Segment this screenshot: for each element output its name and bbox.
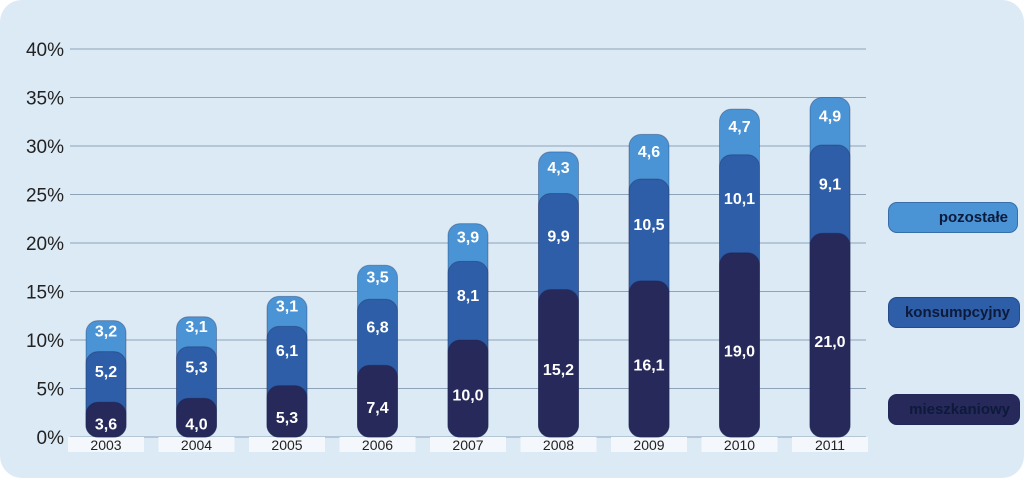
x-label-band xyxy=(430,437,506,452)
bar-segment-mieszkaniowy xyxy=(266,385,308,438)
x-label-band xyxy=(249,437,325,452)
legend-label-pozostale: pozostałe xyxy=(938,209,1008,226)
x-label-band xyxy=(68,437,144,452)
bar-segment-mieszkaniowy xyxy=(719,252,760,438)
legend-item-konsumpcyjny: konsumpcyjny xyxy=(888,297,1020,328)
data-label: 4,9 xyxy=(819,108,841,125)
data-label: 3,1 xyxy=(185,319,207,336)
bar-segment-mieszkaniowy xyxy=(538,289,579,438)
x-tick-label: 2008 xyxy=(543,437,574,453)
x-label-band xyxy=(701,437,778,452)
x-label-band xyxy=(792,437,868,452)
bar-segment-mieszkaniowy xyxy=(85,401,127,438)
x-tick-label: 2003 xyxy=(90,437,121,453)
data-label: 4,7 xyxy=(728,119,750,136)
data-label: 10,1 xyxy=(724,191,755,208)
data-label: 3,9 xyxy=(457,230,479,247)
data-label: 4,6 xyxy=(638,144,660,161)
data-label: 8,1 xyxy=(457,288,479,305)
data-label: 10,0 xyxy=(452,387,483,404)
bar-segment-mieszkaniowy xyxy=(447,339,489,438)
y-tick-label: 10% xyxy=(26,331,64,352)
data-label: 10,5 xyxy=(633,217,664,234)
x-tick-label: 2006 xyxy=(362,437,393,453)
x-tick-label: 2007 xyxy=(452,437,483,453)
y-tick-label: 5% xyxy=(37,380,65,401)
x-label-band xyxy=(339,437,416,452)
bar-segment-mieszkaniowy xyxy=(176,397,217,438)
legend-item-pozostale: pozostałe xyxy=(888,202,1018,233)
legend-item-mieszkaniowy: mieszkaniowy xyxy=(888,394,1020,425)
data-label: 3,2 xyxy=(95,323,117,340)
y-tick-label: 25% xyxy=(26,186,64,207)
data-label: 3,5 xyxy=(366,269,388,286)
data-label: 5,2 xyxy=(95,364,117,381)
bar-segment-mieszkaniowy xyxy=(809,232,851,438)
y-tick-label: 40% xyxy=(26,40,64,61)
x-tick-label: 2009 xyxy=(633,437,664,453)
bar-segment-mieszkaniowy xyxy=(628,280,670,438)
legend-label-konsumpcyjny: konsumpcyjny xyxy=(904,304,1010,321)
data-label: 3,6 xyxy=(95,416,117,433)
data-label: 21,0 xyxy=(814,334,845,351)
data-label: 9,9 xyxy=(547,229,569,246)
x-label-band xyxy=(611,437,687,452)
data-label: 6,8 xyxy=(366,319,388,336)
data-label: 4,3 xyxy=(547,160,569,177)
y-tick-label: 20% xyxy=(26,234,64,255)
legend-label-mieszkaniowy: mieszkaniowy xyxy=(909,401,1010,418)
y-tick-label: 30% xyxy=(26,137,64,158)
data-label: 7,4 xyxy=(366,400,388,417)
data-label: 3,1 xyxy=(276,299,298,316)
bar-segment-mieszkaniowy xyxy=(357,364,398,438)
y-tick-label: 35% xyxy=(26,89,64,110)
x-tick-label: 2010 xyxy=(724,437,755,453)
y-tick-label: 0% xyxy=(37,428,65,449)
x-tick-label: 2011 xyxy=(815,437,845,453)
x-tick-label: 2004 xyxy=(181,437,212,453)
y-tick-label: 15% xyxy=(26,283,64,304)
x-label-band xyxy=(520,437,597,452)
x-tick-label: 2005 xyxy=(271,437,302,453)
data-label: 19,0 xyxy=(724,344,755,361)
data-label: 16,1 xyxy=(633,358,664,375)
x-label-band xyxy=(158,437,235,452)
data-label: 5,3 xyxy=(276,410,298,427)
data-label: 6,1 xyxy=(276,343,298,360)
data-label: 4,0 xyxy=(185,416,207,433)
data-label: 15,2 xyxy=(543,362,574,379)
data-label: 9,1 xyxy=(819,176,841,193)
data-label: 5,3 xyxy=(185,360,207,377)
